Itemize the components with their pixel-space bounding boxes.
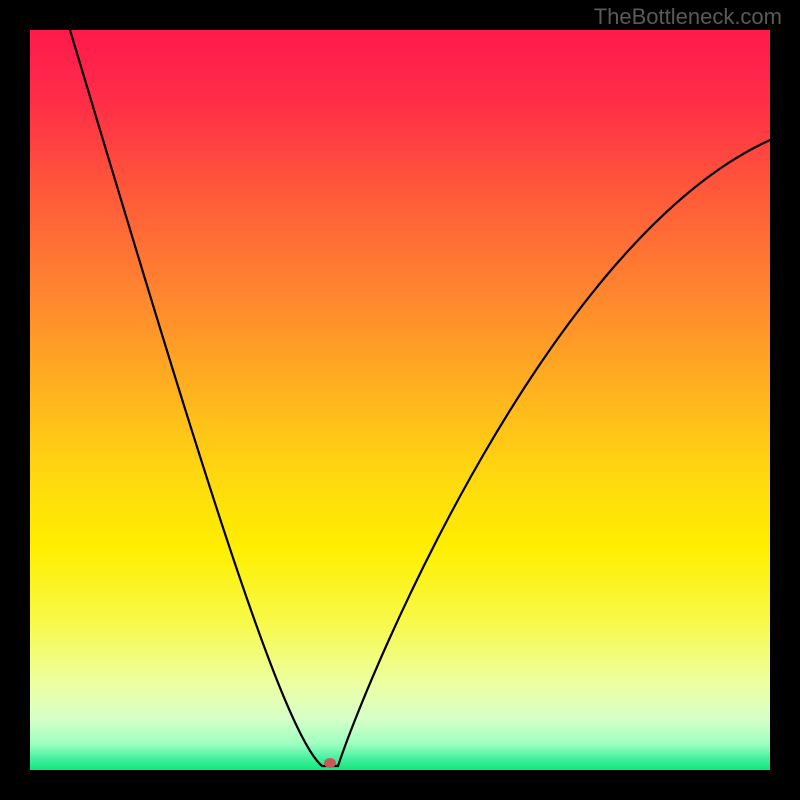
plot-area <box>30 30 770 770</box>
chart-svg <box>30 30 770 770</box>
watermark-text: TheBottleneck.com <box>594 4 782 30</box>
min-marker <box>324 758 336 768</box>
bottleneck-curve <box>70 30 770 766</box>
chart-container: TheBottleneck.com <box>0 0 800 800</box>
